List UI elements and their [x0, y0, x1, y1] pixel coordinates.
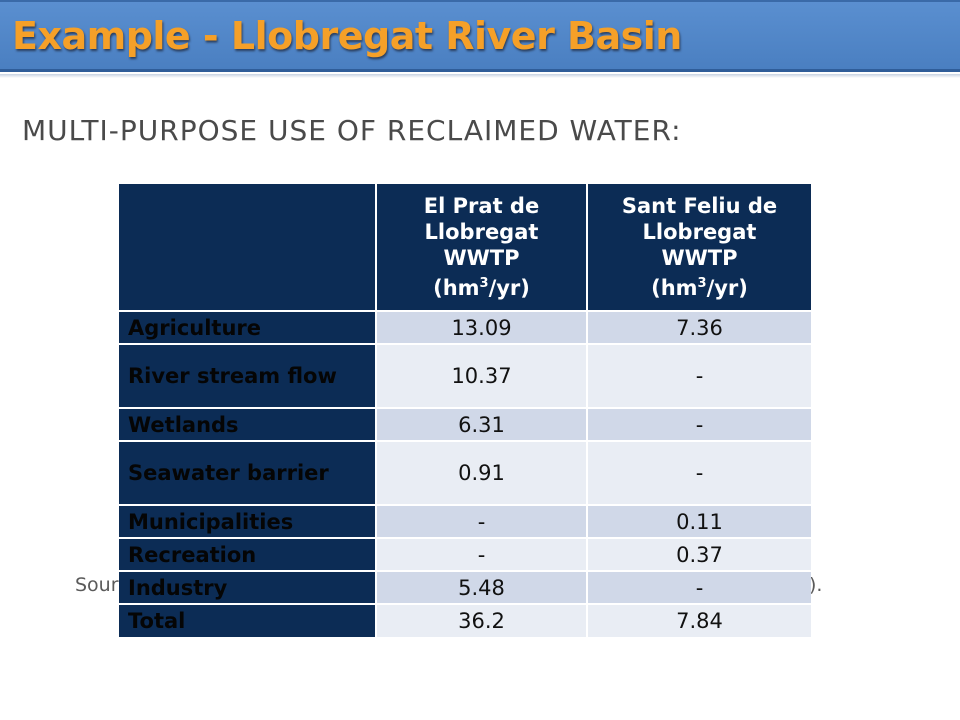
header-sant-feliu-unit-tail: /yr)	[706, 276, 748, 300]
row-label: Municipalities	[119, 504, 376, 538]
el-prat-value: -	[375, 537, 587, 571]
title-bar: Example - Llobregat River Basin	[0, 0, 960, 72]
el-prat-value: 13.09	[375, 310, 587, 344]
el-prat-value: 10.37	[375, 343, 587, 408]
table-row-wetlands: Wetlands 6.31 -	[119, 407, 811, 441]
el-prat-value: 5.48	[375, 570, 587, 604]
header-el-prat-unit-tail: /yr)	[488, 276, 530, 300]
header-el-prat: El Prat de Llobregat WWTP (hm3/yr)	[375, 184, 587, 311]
sant-feliu-value: 7.36	[586, 310, 811, 344]
el-prat-value: 36.2	[375, 603, 587, 637]
sant-feliu-value: 0.37	[586, 537, 811, 571]
header-el-prat-line2: Llobregat	[424, 220, 539, 244]
sant-feliu-value: -	[586, 570, 811, 604]
table-row-municipalities: Municipalities - 0.11	[119, 504, 811, 538]
table-row-industry: Industry 5.48 -	[119, 570, 811, 604]
el-prat-value: 0.91	[375, 440, 587, 505]
header-sant-feliu-line2: Llobregat	[642, 220, 757, 244]
row-label: Total	[119, 603, 376, 637]
row-label: Seawater barrier	[119, 440, 376, 505]
sant-feliu-value: 0.11	[586, 504, 811, 538]
header-corner-cell	[119, 184, 376, 311]
table-row-agriculture: Agriculture 13.09 7.36	[119, 310, 811, 344]
slide-title: Example - Llobregat River Basin	[12, 14, 682, 58]
header-sant-feliu-unit-exp: 3	[697, 276, 707, 291]
el-prat-value: 6.31	[375, 407, 587, 441]
header-sant-feliu-line1: Sant Feliu de	[621, 194, 778, 218]
row-label: Recreation	[119, 537, 376, 571]
row-label: Wetlands	[119, 407, 376, 441]
source-note-left-fragment: Sour	[75, 574, 119, 596]
el-prat-value: -	[375, 504, 587, 538]
table-row-seawater-barrier: Seawater barrier 0.91 -	[119, 440, 811, 505]
source-note-right-fragment: ).	[809, 574, 823, 596]
header-el-prat-line3: WWTP	[443, 246, 520, 270]
row-label: River stream flow	[119, 343, 376, 408]
header-sant-feliu: Sant Feliu de Llobregat WWTP (hm3/yr)	[586, 184, 811, 311]
table-row-river-stream-flow: River stream flow 10.37 -	[119, 343, 811, 408]
row-label: Agriculture	[119, 310, 376, 344]
header-sant-feliu-line3: WWTP	[661, 246, 738, 270]
sant-feliu-value: 7.84	[586, 603, 811, 637]
slide-subtitle: MULTI-PURPOSE USE OF RECLAIMED WATER:	[22, 114, 682, 147]
header-el-prat-line1: El Prat de	[423, 194, 540, 218]
header-el-prat-unit: (hm	[433, 276, 480, 300]
table-row-recreation: Recreation - 0.37	[119, 537, 811, 571]
sant-feliu-value: -	[586, 343, 811, 408]
header-el-prat-unit-exp: 3	[479, 276, 489, 291]
reclaimed-water-table: El Prat de Llobregat WWTP (hm3/yr) Sant …	[119, 184, 811, 637]
table-row-total: Total 36.2 7.84	[119, 603, 811, 637]
sant-feliu-value: -	[586, 407, 811, 441]
table-header-row: El Prat de Llobregat WWTP (hm3/yr) Sant …	[119, 184, 811, 311]
title-divider	[0, 74, 960, 78]
header-sant-feliu-unit: (hm	[651, 276, 698, 300]
sant-feliu-value: -	[586, 440, 811, 505]
row-label: Industry	[119, 570, 376, 604]
